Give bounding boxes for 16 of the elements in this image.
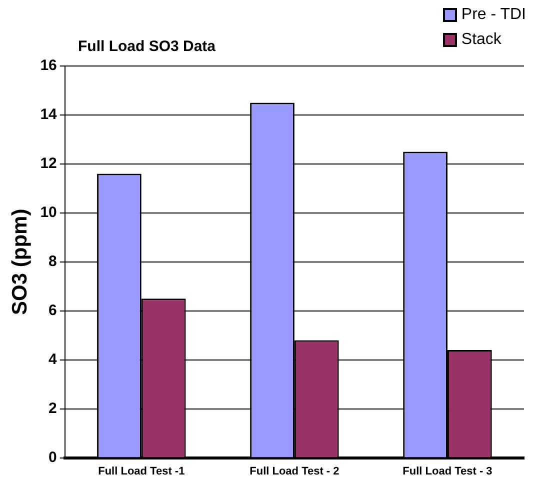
y-tick-label: 12: [40, 155, 57, 172]
x-tick-label: Full Load Test - 2: [250, 465, 340, 478]
y-tick-label: 2: [48, 400, 57, 417]
y-tick-label: 6: [48, 302, 57, 320]
chart-title: Full Load SO3 Data: [78, 38, 216, 55]
y-tick-label: 16: [40, 57, 57, 74]
y-tick-label: 10: [40, 204, 57, 222]
y-tick-label: 4: [48, 350, 58, 368]
y-tick-label: 0: [48, 448, 57, 466]
x-tick-label: Full Load Test - 3: [402, 465, 492, 478]
y-tick-label: 14: [40, 106, 58, 124]
legend-label: Stack: [461, 30, 502, 48]
legend-label: Pre - TDI: [461, 6, 526, 24]
x-tick-label: Full Load Test -1: [98, 465, 185, 478]
y-tick-label: 8: [48, 253, 57, 270]
y-axis-title: SO3 (ppm): [8, 208, 32, 315]
